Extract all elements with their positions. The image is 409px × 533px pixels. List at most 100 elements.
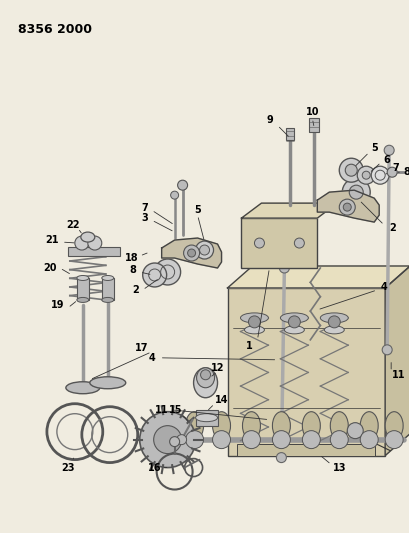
Circle shape <box>276 453 286 463</box>
Ellipse shape <box>384 411 402 440</box>
Circle shape <box>360 431 377 449</box>
Circle shape <box>361 171 369 179</box>
Text: 7: 7 <box>392 163 398 173</box>
Bar <box>241 218 317 268</box>
Circle shape <box>301 431 319 449</box>
Polygon shape <box>384 266 409 456</box>
Circle shape <box>383 146 393 155</box>
Ellipse shape <box>242 411 260 440</box>
Circle shape <box>199 245 209 255</box>
Circle shape <box>142 263 166 287</box>
Text: 21: 21 <box>45 235 58 245</box>
Text: 11: 11 <box>391 370 405 380</box>
Circle shape <box>183 245 199 261</box>
Ellipse shape <box>195 414 217 422</box>
Text: 8: 8 <box>129 265 136 275</box>
Text: 16: 16 <box>148 463 161 473</box>
Text: 10: 10 <box>305 107 318 117</box>
Text: 2: 2 <box>388 223 395 233</box>
Text: 8: 8 <box>403 167 409 177</box>
Circle shape <box>328 316 339 328</box>
Circle shape <box>177 180 187 190</box>
Circle shape <box>248 316 260 328</box>
Circle shape <box>153 426 181 454</box>
Bar <box>195 410 217 426</box>
Ellipse shape <box>212 411 230 440</box>
Circle shape <box>254 238 264 248</box>
Text: 6: 6 <box>383 155 390 165</box>
Bar <box>101 278 113 300</box>
Ellipse shape <box>101 297 113 302</box>
Text: 20: 20 <box>43 263 56 273</box>
Text: 9: 9 <box>265 115 272 125</box>
Bar <box>76 278 89 300</box>
Ellipse shape <box>240 313 268 323</box>
Circle shape <box>356 166 374 184</box>
Circle shape <box>342 178 369 206</box>
Ellipse shape <box>324 326 344 334</box>
Text: 1: 1 <box>245 341 252 351</box>
Circle shape <box>386 167 396 177</box>
Text: 17: 17 <box>135 343 148 353</box>
Ellipse shape <box>319 313 347 323</box>
Ellipse shape <box>76 297 89 302</box>
Circle shape <box>339 158 362 182</box>
Ellipse shape <box>76 276 89 280</box>
Ellipse shape <box>66 382 99 394</box>
Text: 3: 3 <box>141 213 148 223</box>
Circle shape <box>139 411 195 467</box>
Circle shape <box>344 164 356 176</box>
Circle shape <box>272 431 290 449</box>
Circle shape <box>195 241 213 259</box>
Circle shape <box>88 236 101 250</box>
Ellipse shape <box>185 411 203 440</box>
Circle shape <box>348 185 362 199</box>
Circle shape <box>279 263 289 273</box>
Circle shape <box>185 431 203 449</box>
Bar <box>237 443 374 456</box>
Ellipse shape <box>280 313 308 323</box>
Polygon shape <box>161 238 221 268</box>
Circle shape <box>187 249 195 257</box>
Circle shape <box>154 259 180 285</box>
Ellipse shape <box>81 232 94 242</box>
Polygon shape <box>241 203 337 218</box>
Circle shape <box>381 345 391 355</box>
Polygon shape <box>317 190 378 222</box>
Text: 22: 22 <box>66 220 79 230</box>
Ellipse shape <box>90 377 126 389</box>
Text: 8356 2000: 8356 2000 <box>18 22 92 36</box>
Ellipse shape <box>360 411 377 440</box>
Circle shape <box>346 423 362 439</box>
Text: 15: 15 <box>169 405 182 415</box>
Circle shape <box>200 370 210 379</box>
Circle shape <box>75 236 89 250</box>
Circle shape <box>339 199 354 215</box>
Ellipse shape <box>330 411 347 440</box>
Text: 13: 13 <box>332 463 345 473</box>
Circle shape <box>294 238 303 248</box>
Circle shape <box>242 431 260 449</box>
Circle shape <box>330 431 347 449</box>
Ellipse shape <box>244 326 264 334</box>
Ellipse shape <box>272 411 290 440</box>
Ellipse shape <box>101 276 113 280</box>
Text: 14: 14 <box>214 395 228 405</box>
Circle shape <box>170 191 178 199</box>
Text: 4: 4 <box>148 353 155 363</box>
Text: 23: 23 <box>61 463 74 473</box>
Bar <box>286 128 294 140</box>
Text: 5: 5 <box>370 143 377 154</box>
Circle shape <box>169 437 179 447</box>
Circle shape <box>176 434 186 445</box>
Text: 11: 11 <box>155 405 168 415</box>
Ellipse shape <box>284 326 303 334</box>
Text: 7: 7 <box>141 203 148 213</box>
Ellipse shape <box>196 368 214 387</box>
Text: 2: 2 <box>132 285 139 295</box>
Text: 12: 12 <box>210 363 224 373</box>
Circle shape <box>288 316 300 328</box>
Text: 4: 4 <box>380 282 387 292</box>
Circle shape <box>370 166 388 184</box>
Ellipse shape <box>301 411 319 440</box>
